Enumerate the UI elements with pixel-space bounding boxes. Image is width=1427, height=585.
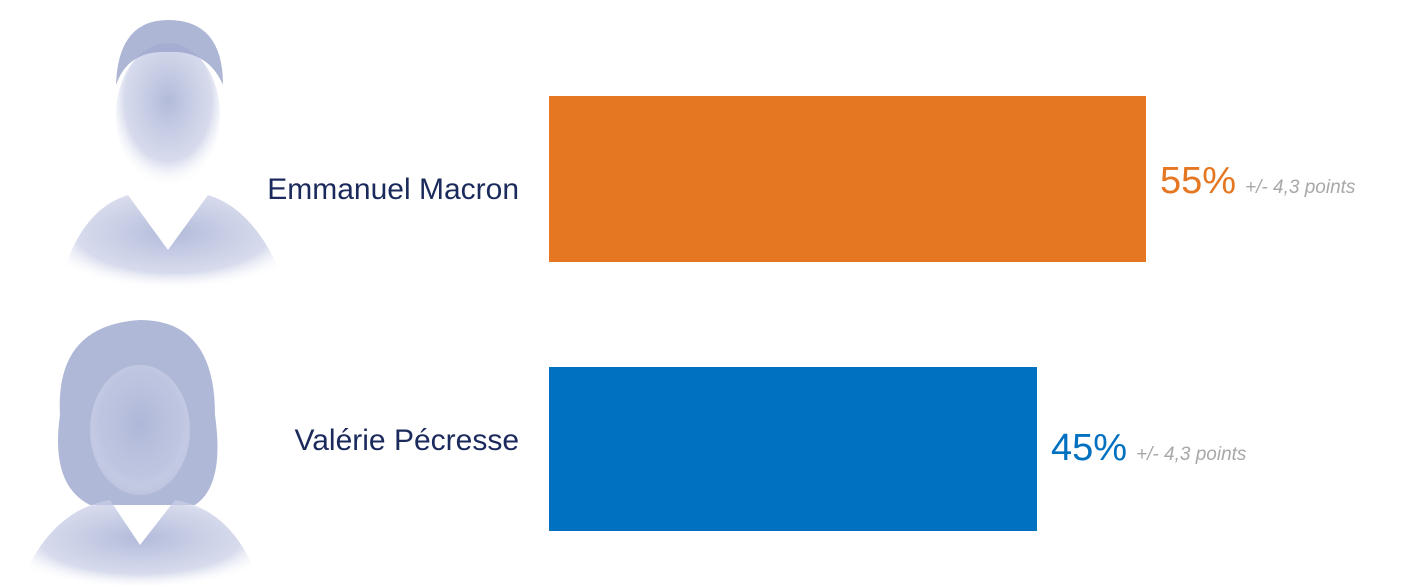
category-label-pecresse: Valérie Pécresse: [294, 424, 519, 457]
bar-pecresse: [549, 367, 1037, 531]
margin-label-pecresse: +/- 4,3 points: [1136, 444, 1247, 465]
data-label-pecresse: 45%: [1051, 427, 1128, 469]
category-label-macron: Emmanuel Macron: [267, 173, 519, 206]
margin-label-macron: +/- 4,3 points: [1245, 177, 1356, 198]
macron-portrait-icon: [18, 0, 318, 290]
value-group-pecresse: 45% +/- 4,3 points: [1051, 427, 1246, 470]
pecresse-portrait-icon: [0, 295, 300, 585]
data-label-macron: 55%: [1160, 160, 1237, 202]
value-group-macron: 55% +/- 4,3 points: [1160, 160, 1355, 203]
bar-macron: [549, 96, 1146, 262]
